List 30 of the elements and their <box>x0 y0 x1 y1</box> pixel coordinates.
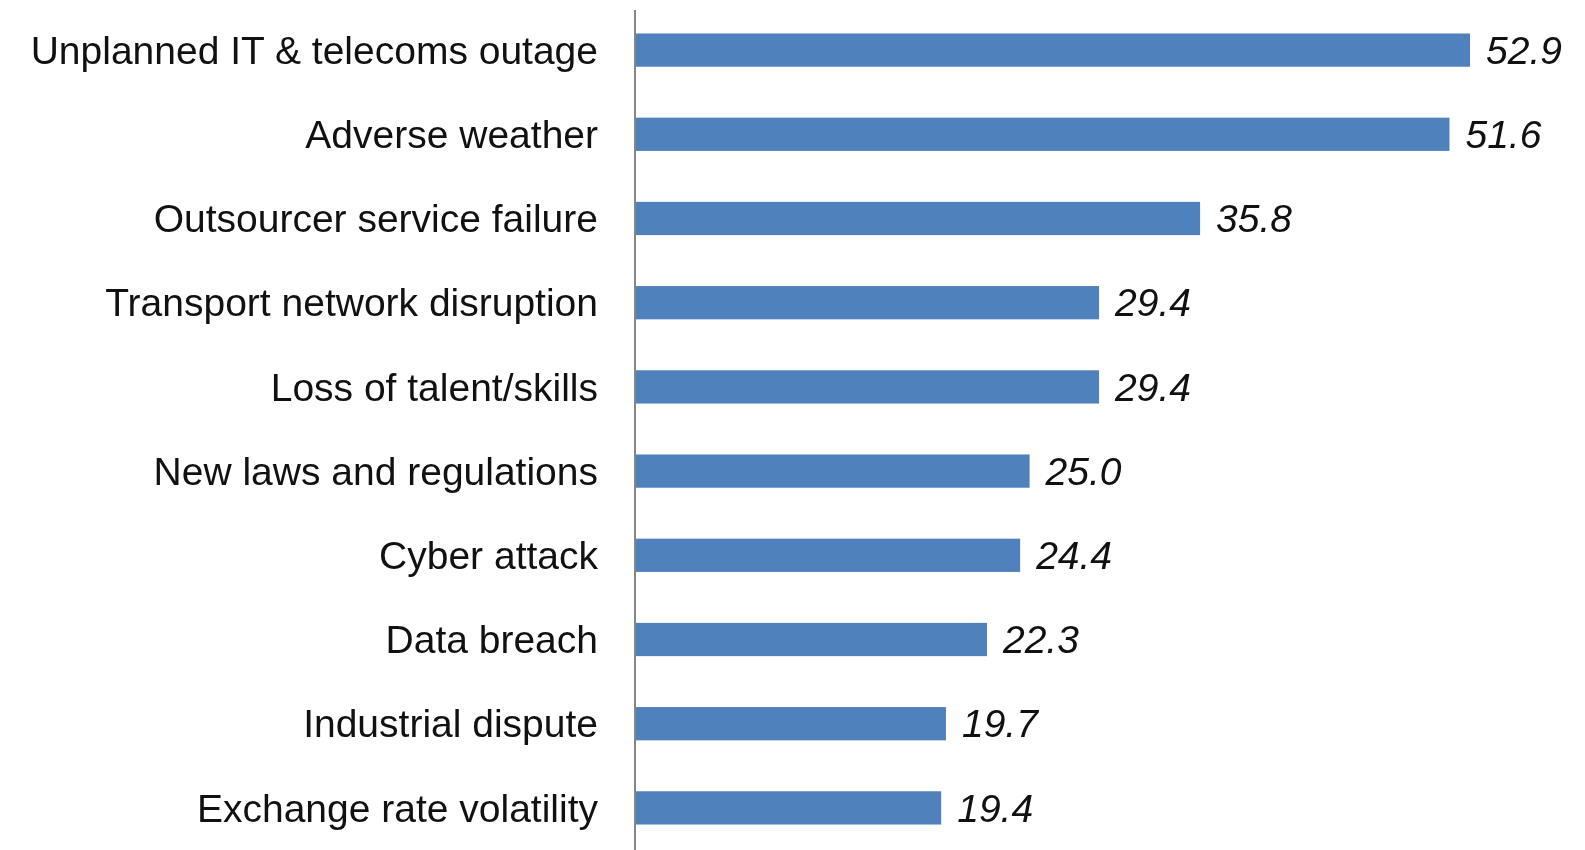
data-label: 51.6 <box>1465 112 1542 156</box>
bar <box>635 622 987 657</box>
bar <box>635 791 942 825</box>
y-tick-label: Cyber attack <box>379 533 599 577</box>
bar <box>635 707 946 741</box>
data-label: 22.3 <box>1001 618 1080 662</box>
data-label: 25.0 <box>1044 449 1122 493</box>
y-tick-label: New laws and regulations <box>153 449 598 493</box>
data-label: 29.4 <box>1114 281 1191 325</box>
y-tick-label: Outsourcer service failure <box>153 197 598 241</box>
y-tick-label: Unplanned IT & telecoms outage <box>30 28 598 72</box>
y-tick-label: Loss of talent/skills <box>270 365 598 409</box>
data-label: 29.4 <box>1114 365 1191 409</box>
bar <box>635 454 1030 488</box>
data-label: 35.8 <box>1216 197 1293 241</box>
data-label: 19.4 <box>957 786 1034 830</box>
bar <box>635 201 1201 236</box>
bar <box>635 117 1450 151</box>
y-tick-label: Adverse weather <box>305 112 599 156</box>
data-label: 52.9 <box>1486 28 1562 72</box>
data-label: 24.4 <box>1035 533 1113 577</box>
y-tick-label: Exchange rate volatility <box>196 786 599 830</box>
bar <box>635 538 1021 572</box>
y-tick-label: Industrial dispute <box>303 702 598 746</box>
bar <box>635 286 1100 320</box>
bar <box>635 370 1100 404</box>
bar <box>635 33 1470 67</box>
data-label: 19.7 <box>961 702 1040 746</box>
y-tick-label: Transport network disruption <box>105 281 598 325</box>
y-tick-label: Data breach <box>385 618 598 662</box>
